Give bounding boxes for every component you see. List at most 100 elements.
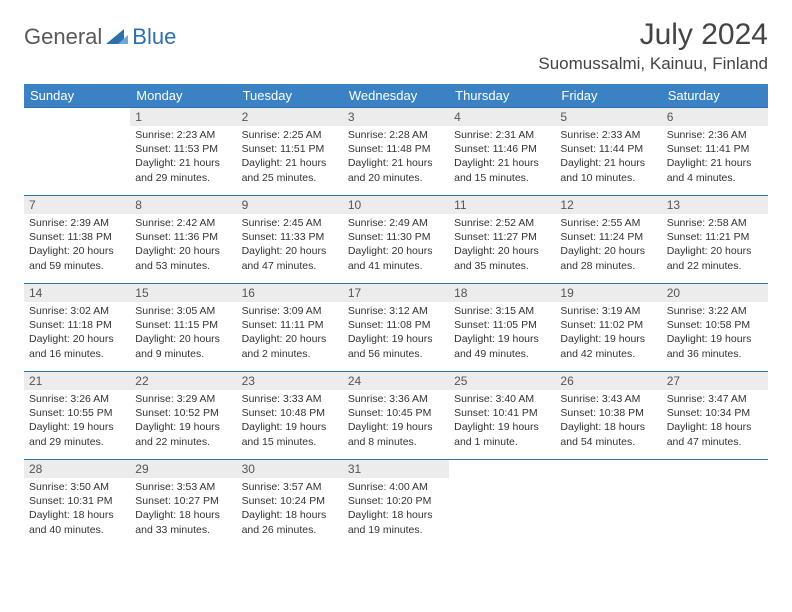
calendar-cell: 16Sunrise: 3:09 AMSunset: 11:11 PMDaylig…: [237, 284, 343, 372]
sunset-line: Sunset: 10:45 PM: [348, 406, 444, 420]
sunrise-line: Sunrise: 2:49 AM: [348, 216, 444, 230]
day-number: 14: [24, 284, 130, 302]
daylight-line: Daylight: 19 hours and 36 minutes.: [667, 332, 763, 360]
sunset-line: Sunset: 10:24 PM: [242, 494, 338, 508]
daylight-line: Daylight: 20 hours and 16 minutes.: [29, 332, 125, 360]
daylight-line: Daylight: 18 hours and 40 minutes.: [29, 508, 125, 536]
weekday-header: Saturday: [662, 84, 768, 108]
day-details: Sunrise: 2:28 AMSunset: 11:48 PMDaylight…: [343, 126, 449, 189]
calendar-cell: 21Sunrise: 3:26 AMSunset: 10:55 PMDaylig…: [24, 372, 130, 460]
daylight-line: Daylight: 20 hours and 35 minutes.: [454, 244, 550, 272]
daylight-line: Daylight: 19 hours and 22 minutes.: [135, 420, 231, 448]
sunrise-line: Sunrise: 3:47 AM: [667, 392, 763, 406]
sunrise-line: Sunrise: 3:19 AM: [560, 304, 656, 318]
sunset-line: Sunset: 11:02 PM: [560, 318, 656, 332]
calendar-cell: 24 Sunrise: 3:36 AMSunset: 10:45 PMDaylig…: [343, 372, 449, 460]
calendar-cell: 9Sunrise: 2:45 AMSunset: 11:33 PMDayligh…: [237, 196, 343, 284]
sunrise-line: Sunrise: 3:15 AM: [454, 304, 550, 318]
calendar-cell: 25Sunrise: 3:40 AMSunset: 10:41 PMDaylig…: [449, 372, 555, 460]
day-number: 13: [662, 196, 768, 214]
daylight-line: Daylight: 19 hours and 29 minutes.: [29, 420, 125, 448]
day-number: 24: [343, 372, 449, 390]
day-number: 20: [662, 284, 768, 302]
weekday-header: Wednesday: [343, 84, 449, 108]
daylight-line: Daylight: 19 hours and 8 minutes.: [348, 420, 444, 448]
calendar-cell: 12Sunrise: 2:55 AMSunset: 11:24 PMDaylig…: [555, 196, 661, 284]
day-details: Sunrise: 2:39 AMSunset: 11:38 PMDaylight…: [24, 214, 130, 277]
weekday-header: Thursday: [449, 84, 555, 108]
daylight-line: Daylight: 19 hours and 56 minutes.: [348, 332, 444, 360]
sunset-line: Sunset: 11:24 PM: [560, 230, 656, 244]
sunset-line: Sunset: 11:46 PM: [454, 142, 550, 156]
calendar-cell: [662, 460, 768, 548]
month-title: July 2024: [538, 18, 768, 52]
daylight-line: Daylight: 19 hours and 42 minutes.: [560, 332, 656, 360]
daylight-line: Daylight: 21 hours and 15 minutes.: [454, 156, 550, 184]
daylight-line: Daylight: 18 hours and 33 minutes.: [135, 508, 231, 536]
daylight-line: Daylight: 20 hours and 2 minutes.: [242, 332, 338, 360]
daylight-line: Daylight: 20 hours and 41 minutes.: [348, 244, 444, 272]
day-details: Sunrise: 2:42 AMSunset: 11:36 PMDaylight…: [130, 214, 236, 277]
calendar-cell: 11Sunrise: 2:52 AMSunset: 11:27 PMDaylig…: [449, 196, 555, 284]
sunrise-line: Sunrise: 3:57 AM: [242, 480, 338, 494]
calendar-table: SundayMondayTuesdayWednesdayThursdayFrid…: [24, 84, 768, 548]
sunset-line: Sunset: 11:08 PM: [348, 318, 444, 332]
day-details: Sunrise: 3:22 AMSunset: 10:58 PMDaylight…: [662, 302, 768, 365]
daylight-line: Daylight: 21 hours and 29 minutes.: [135, 156, 231, 184]
day-details: Sunrise: 3:40 AMSunset: 10:41 PMDaylight…: [449, 390, 555, 453]
sunrise-line: Sunrise: 4:00 AM: [348, 480, 444, 494]
day-number: 23: [237, 372, 343, 390]
sunset-line: Sunset: 11:48 PM: [348, 142, 444, 156]
day-number: 6: [662, 108, 768, 126]
calendar-cell: 10Sunrise: 2:49 AMSunset: 11:30 PMDaylig…: [343, 196, 449, 284]
daylight-line: Daylight: 20 hours and 28 minutes.: [560, 244, 656, 272]
calendar-cell: 3Sunrise: 2:28 AMSunset: 11:48 PMDayligh…: [343, 108, 449, 196]
day-number: 12: [555, 196, 661, 214]
sunset-line: Sunset: 11:44 PM: [560, 142, 656, 156]
sunrise-line: Sunrise: 3:36 AM: [348, 392, 444, 406]
daylight-line: Daylight: 18 hours and 47 minutes.: [667, 420, 763, 448]
sunset-line: Sunset: 10:48 PM: [242, 406, 338, 420]
sunset-line: Sunset: 10:27 PM: [135, 494, 231, 508]
calendar-cell: 6Sunrise: 2:36 AMSunset: 11:41 PMDayligh…: [662, 108, 768, 196]
calendar-cell: 13Sunrise: 2:58 AMSunset: 11:21 PMDaylig…: [662, 196, 768, 284]
calendar-cell: 2Sunrise: 2:25 AMSunset: 11:51 PMDayligh…: [237, 108, 343, 196]
sunset-line: Sunset: 11:18 PM: [29, 318, 125, 332]
sunrise-line: Sunrise: 3:40 AM: [454, 392, 550, 406]
day-number: 9: [237, 196, 343, 214]
day-details: Sunrise: 2:58 AMSunset: 11:21 PMDaylight…: [662, 214, 768, 277]
day-number: 30: [237, 460, 343, 478]
day-number: 29: [130, 460, 236, 478]
sunset-line: Sunset: 10:34 PM: [667, 406, 763, 420]
sunset-line: Sunset: 11:21 PM: [667, 230, 763, 244]
weekday-header: Tuesday: [237, 84, 343, 108]
day-details: Sunrise: 4:00 AMSunset: 10:20 PMDaylight…: [343, 478, 449, 541]
day-number: 1: [130, 108, 236, 126]
daylight-line: Daylight: 18 hours and 26 minutes.: [242, 508, 338, 536]
daylight-line: Daylight: 19 hours and 49 minutes.: [454, 332, 550, 360]
sunrise-line: Sunrise: 3:09 AM: [242, 304, 338, 318]
day-number: 31: [343, 460, 449, 478]
sunrise-line: Sunrise: 2:31 AM: [454, 128, 550, 142]
day-details: Sunrise: 2:52 AMSunset: 11:27 PMDaylight…: [449, 214, 555, 277]
day-details: Sunrise: 2:25 AMSunset: 11:51 PMDaylight…: [237, 126, 343, 189]
calendar-cell: 7Sunrise: 2:39 AMSunset: 11:38 PMDayligh…: [24, 196, 130, 284]
day-number: 26: [555, 372, 661, 390]
daylight-line: Daylight: 21 hours and 25 minutes.: [242, 156, 338, 184]
sunset-line: Sunset: 10:55 PM: [29, 406, 125, 420]
sunrise-line: Sunrise: 2:45 AM: [242, 216, 338, 230]
day-details: Sunrise: 3:29 AMSunset: 10:52 PMDaylight…: [130, 390, 236, 453]
day-number: 17: [343, 284, 449, 302]
sunrise-line: Sunrise: 3:12 AM: [348, 304, 444, 318]
calendar-cell: 29Sunrise: 3:53 AMSunset: 10:27 PMDaylig…: [130, 460, 236, 548]
sunset-line: Sunset: 11:11 PM: [242, 318, 338, 332]
day-details: Sunrise: 3:43 AMSunset: 10:38 PMDaylight…: [555, 390, 661, 453]
calendar-cell: 27 Sunrise: 3:47 AMSunset: 10:34 PMDaylig…: [662, 372, 768, 460]
day-number: 27: [662, 372, 768, 390]
calendar-cell: 5Sunrise: 2:33 AMSunset: 11:44 PMDayligh…: [555, 108, 661, 196]
location: Suomussalmi, Kainuu, Finland: [538, 54, 768, 74]
day-number: 28: [24, 460, 130, 478]
daylight-line: Daylight: 19 hours and 1 minute.: [454, 420, 550, 448]
calendar-cell: 15Sunrise: 3:05 AMSunset: 11:15 PMDaylig…: [130, 284, 236, 372]
day-number: 19: [555, 284, 661, 302]
